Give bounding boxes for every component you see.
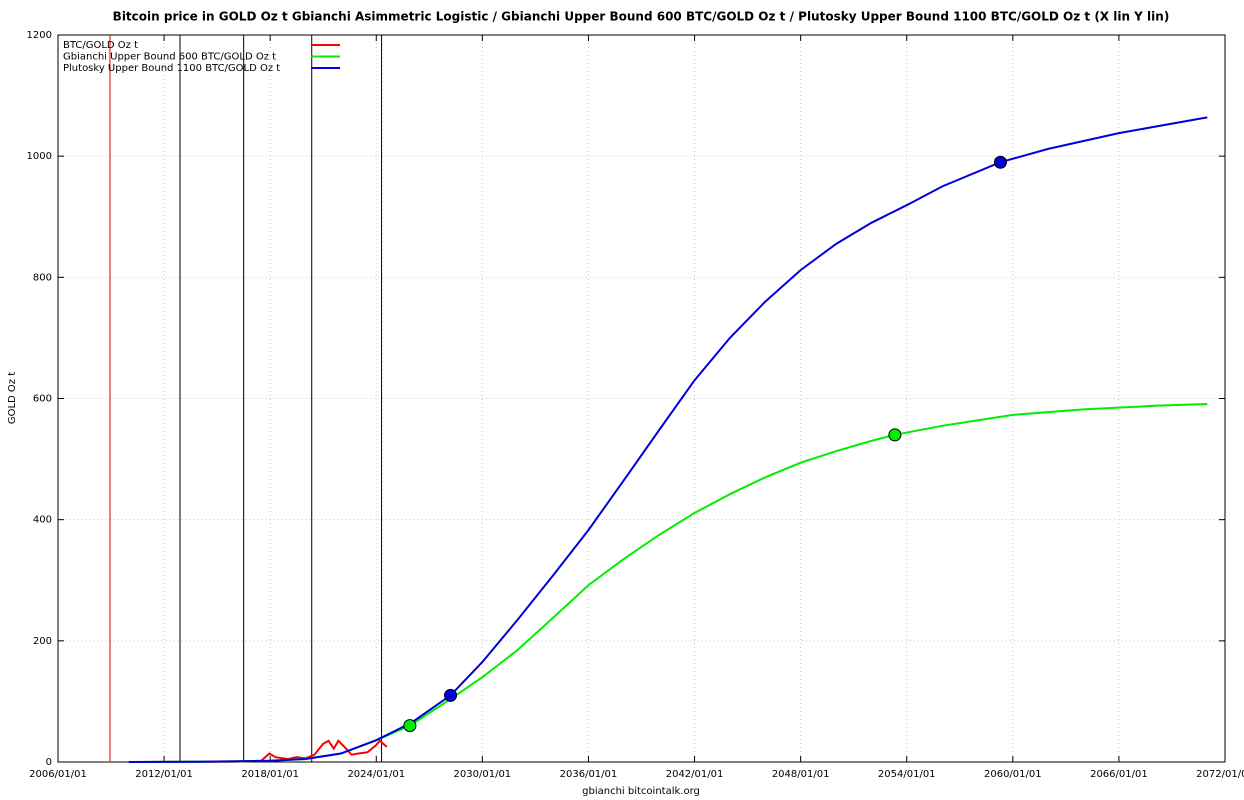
x-tick-label: 2066/01/01 (1090, 769, 1148, 780)
x-tick-label: 2042/01/01 (666, 769, 724, 780)
point-marker (888, 428, 902, 442)
x-tick-label: 2012/01/01 (135, 769, 193, 780)
legend-label: Gbianchi Upper Bound 600 BTC/GOLD Oz t (63, 52, 276, 63)
x-tick-label: 2072/01/01 (1196, 769, 1244, 780)
x-tick-label: 2048/01/01 (772, 769, 830, 780)
x-tick-label: 2054/01/01 (878, 769, 936, 780)
x-tick-label: 2030/01/01 (454, 769, 512, 780)
y-tick-label: 400 (33, 515, 52, 526)
x-tick-label: 2006/01/01 (29, 769, 87, 780)
legend-label: Plutosky Upper Bound 1100 BTC/GOLD Oz t (63, 63, 280, 74)
series-line (128, 403, 1208, 763)
y-tick-label: 0 (46, 757, 52, 768)
y-tick-label: 1000 (27, 151, 52, 162)
y-tick-label: 800 (33, 272, 52, 283)
x-tick-label: 2036/01/01 (560, 769, 618, 780)
y-tick-label: 600 (33, 394, 52, 405)
x-tick-label: 2018/01/01 (241, 769, 299, 780)
x-tick-label: 2024/01/01 (347, 769, 405, 780)
y-axis-label: GOLD Oz t (7, 372, 18, 424)
series-line (137, 739, 388, 763)
point-marker (993, 155, 1007, 169)
series-line (128, 116, 1208, 763)
x-tick-label: 2060/01/01 (984, 769, 1042, 780)
point-marker (444, 688, 458, 702)
chart-title: Bitcoin price in GOLD Oz t Gbianchi Asim… (113, 10, 1170, 24)
point-marker (403, 719, 417, 733)
y-tick-label: 200 (33, 636, 52, 647)
x-axis-label: gbianchi bitcointalk.org (582, 786, 700, 797)
plot-frame (57, 34, 1226, 763)
y-tick-label: 1200 (27, 30, 52, 41)
legend-label: BTC/GOLD Oz t (63, 40, 138, 51)
